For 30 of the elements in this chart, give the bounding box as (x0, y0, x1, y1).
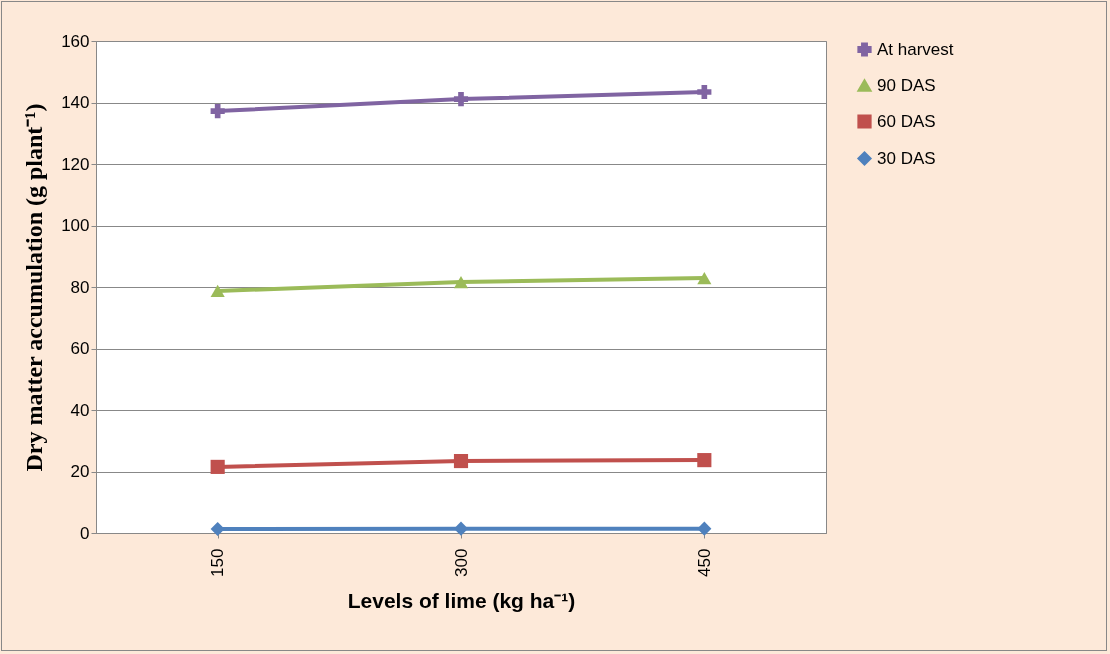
point (453, 92, 469, 107)
y-tick-label: 80 (70, 277, 90, 297)
y-tick-label: 40 (70, 400, 90, 420)
y-tick-label: 140 (61, 93, 90, 112)
point (697, 84, 712, 100)
y-tick-label: 120 (61, 154, 90, 174)
y-tick-label: 100 (61, 216, 90, 235)
x-tick-label: 300 (451, 548, 471, 577)
legend-label: 30 DAS (877, 148, 936, 168)
legend-label: 60 DAS (877, 111, 936, 131)
point (453, 521, 469, 536)
point (210, 521, 225, 537)
x-axis-title: Levels of lime (kg ha⁻¹) (347, 588, 576, 612)
point (210, 104, 225, 119)
x-tick-label: 450 (694, 548, 714, 577)
point (453, 453, 469, 469)
point (697, 521, 712, 536)
point (453, 275, 469, 289)
point (210, 284, 225, 298)
y-tick-label: 0 (80, 523, 90, 543)
point (697, 271, 712, 285)
point (697, 453, 712, 468)
legend-label: At harvest (877, 39, 954, 59)
point (210, 459, 225, 474)
y-tick-label: 20 (70, 462, 90, 481)
y-tick-label: 160 (61, 31, 90, 51)
y-tick-label: 60 (70, 339, 90, 358)
x-tick-label: 150 (208, 548, 228, 577)
legend-label: 90 DAS (877, 75, 936, 95)
y-axis-title: Dry matter accumulation (g plant⁻¹) (21, 103, 48, 472)
